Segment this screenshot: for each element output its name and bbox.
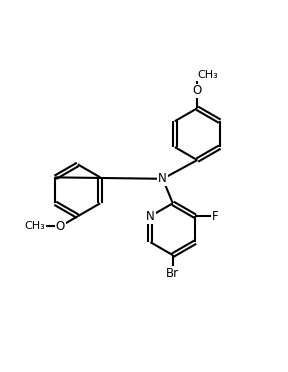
Text: CH₃: CH₃ — [24, 221, 45, 231]
Text: O: O — [56, 220, 65, 233]
Text: Br: Br — [166, 267, 179, 280]
Text: CH₃: CH₃ — [197, 70, 218, 80]
Text: N: N — [146, 210, 155, 223]
Text: F: F — [212, 210, 219, 223]
Text: O: O — [193, 84, 202, 97]
Text: N: N — [158, 172, 167, 185]
